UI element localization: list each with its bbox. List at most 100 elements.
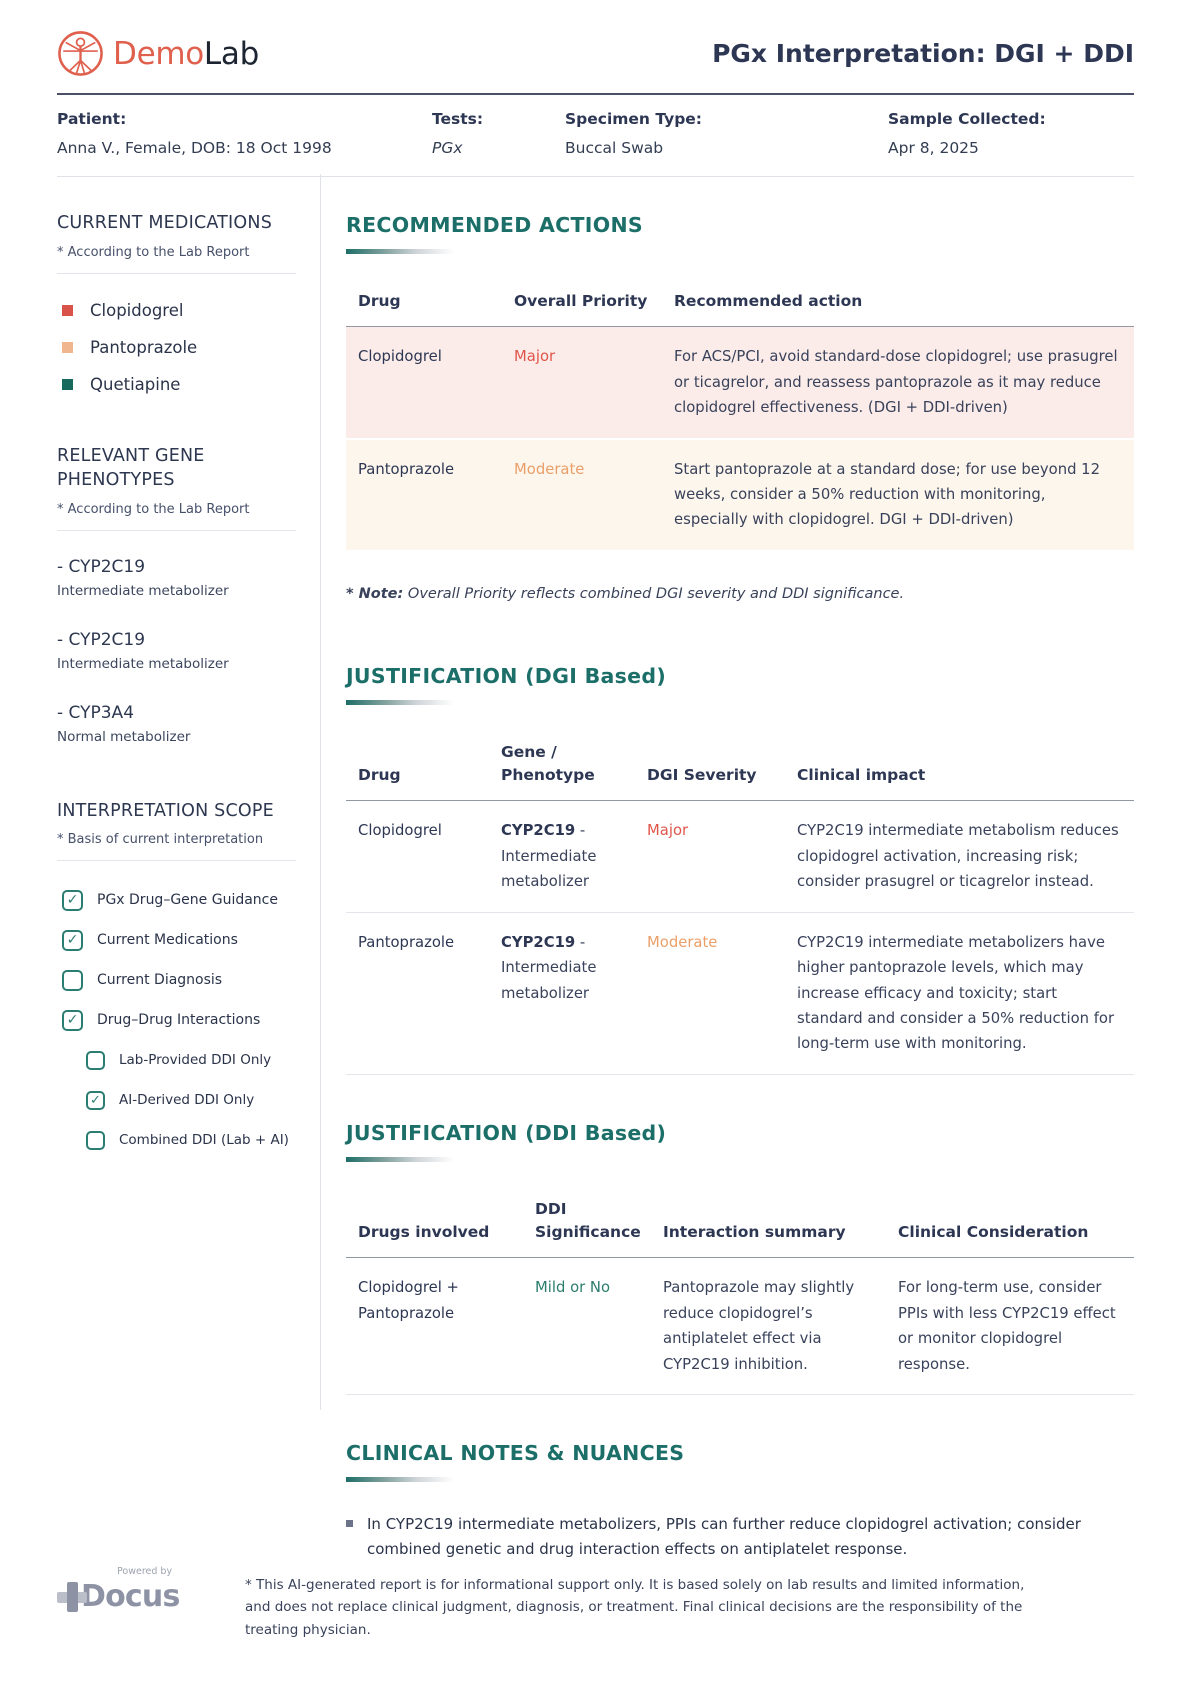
- gene-symbol: CYP2C19: [501, 933, 576, 951]
- column-header: DGI Severity: [635, 730, 785, 802]
- checkbox-icon[interactable]: [86, 1130, 105, 1150]
- clinical-notes-section: CLINICAL NOTES & NUANCES In CYP2C19 inte…: [346, 1441, 1134, 1562]
- vitruvian-man-icon: [58, 31, 103, 76]
- patient-info-block: Patient: Anna V., Female, DOB: 18 Oct 19…: [57, 110, 432, 157]
- interpretation-scope-title: INTERPRETATION SCOPE: [57, 800, 274, 821]
- current-medications-section: CURRENT MEDICATIONS * According to the L…: [57, 211, 320, 394]
- justification-ddi-table: Drugs involved DDI Significance Interact…: [346, 1187, 1134, 1396]
- checkbox-icon[interactable]: [62, 889, 83, 911]
- checkbox-icon[interactable]: [86, 1050, 105, 1070]
- tests-info-block: Tests: PGx: [432, 110, 565, 157]
- gene-phenotype: Normal metabolizer: [57, 728, 191, 745]
- main-content: RECOMMENDED ACTIONS Drug Overall Priorit…: [320, 177, 1134, 1562]
- gene-suffix: - Intermediate metabolizer: [501, 933, 597, 1002]
- checkbox-icon[interactable]: [62, 969, 83, 991]
- gene-name: - CYP2C19: [57, 556, 146, 577]
- priority-cell: Major: [514, 348, 556, 366]
- gene-symbol: CYP2C19: [501, 822, 576, 840]
- brand-name-primary: Demo: [113, 35, 204, 72]
- drug-cell: Pantoprazole: [346, 912, 489, 1075]
- medication-bullet-icon: [62, 341, 73, 353]
- demolab-logo: DemoLab: [57, 30, 259, 77]
- medication-bullet-icon: [62, 304, 73, 316]
- patient-label: Patient:: [57, 110, 127, 128]
- action-cell: Start pantoprazole at a standard dose; f…: [662, 437, 1134, 550]
- patient-value: Anna V., Female, DOB: 18 Oct 1998: [57, 139, 332, 157]
- table-header-row: Drugs involved DDI Significance Interact…: [346, 1187, 1134, 1259]
- column-header: DDI Significance: [523, 1187, 651, 1259]
- checkbox-label: PGx Drug–Gene Guidance: [97, 892, 278, 908]
- current-medications-title: CURRENT MEDICATIONS: [57, 213, 272, 233]
- table-header-row: Drug Gene / Phenotype DGI Severity Clini…: [346, 730, 1134, 802]
- recommended-actions-table: Drug Overall Priority Recommended action…: [346, 280, 1134, 550]
- table-row: Clopidogrel + Pantoprazole Mild or No Pa…: [346, 1257, 1134, 1396]
- report-header: DemoLab PGx Interpretation: DGI + DDI: [57, 0, 1134, 95]
- justification-ddi-section: JUSTIFICATION (DDI Based) Drugs involved…: [346, 1121, 1134, 1396]
- list-item: - CYP2C19 Intermediate metabolizer: [57, 557, 320, 599]
- divider: [57, 860, 296, 861]
- column-header: Clinical Consideration: [886, 1187, 1134, 1259]
- patient-info-strip: Patient: Anna V., Female, DOB: 18 Oct 19…: [57, 95, 1134, 177]
- consideration-cell: For long-term use, consider PPIs with le…: [886, 1257, 1134, 1396]
- gene-phenotypes-section: RELEVANT GENE PHENOTYPES * According to …: [57, 444, 320, 745]
- drugs-involved-cell: Clopidogrel + Pantoprazole: [346, 1257, 523, 1396]
- clinical-notes-title: CLINICAL NOTES & NUANCES: [346, 1441, 685, 1466]
- gene-phenotype: Intermediate metabolizer: [57, 582, 229, 599]
- scope-item-current-medications[interactable]: Current Medications: [57, 925, 320, 955]
- divider: [57, 529, 296, 531]
- specimen-value: Buccal Swab: [565, 139, 664, 157]
- checkbox-icon[interactable]: [86, 1090, 105, 1110]
- priority-cell: Moderate: [502, 437, 662, 550]
- clinical-notes-list: In CYP2C19 intermediate metabolizers, PP…: [346, 1512, 1134, 1562]
- priority-note: * Note: Overall Priority reflects combin…: [346, 586, 1134, 602]
- list-item: In CYP2C19 intermediate metabolizers, PP…: [346, 1512, 1134, 1562]
- scope-item-pgx-drug-gene-guidance[interactable]: PGx Drug–Gene Guidance: [57, 885, 320, 915]
- medication-name: Clopidogrel: [90, 300, 184, 320]
- column-header: Interaction summary: [651, 1187, 886, 1259]
- specimen-info-block: Specimen Type: Buccal Swab: [565, 110, 888, 157]
- justification-dgi-section: JUSTIFICATION (DGI Based) Drug Gene / Ph…: [346, 664, 1134, 1075]
- sidebar: CURRENT MEDICATIONS * According to the L…: [57, 177, 320, 1562]
- scope-item-drug-drug-interactions[interactable]: Drug–Drug Interactions: [57, 1005, 320, 1035]
- clinical-note-text: In CYP2C19 intermediate metabolizers, PP…: [367, 1515, 1081, 1558]
- gene-name: - CYP2C19: [57, 629, 146, 650]
- checkbox-icon[interactable]: [62, 1009, 83, 1031]
- tests-value: PGx: [432, 139, 463, 157]
- checkbox-icon[interactable]: [62, 929, 83, 951]
- bullet-icon: [346, 1520, 353, 1528]
- gene-phenotype-cell: CYP2C19 - Intermediate metabolizer: [489, 912, 635, 1075]
- table-header-row: Drug Overall Priority Recommended action: [346, 280, 1134, 328]
- scope-item-combined-ddi[interactable]: Combined DDI (Lab + AI): [57, 1125, 320, 1155]
- checkbox-label: Combined DDI (Lab + AI): [119, 1132, 289, 1148]
- checkbox-label: Current Medications: [97, 932, 238, 948]
- list-item: Pantoprazole: [62, 338, 320, 357]
- table-row: Pantoprazole CYP2C19 - Intermediate meta…: [346, 912, 1134, 1075]
- drug-cell: Pantoprazole: [346, 437, 502, 550]
- gene-phenotypes-title: RELEVANT GENE PHENOTYPES: [57, 445, 205, 491]
- drug-cell: Clopidogrel: [358, 348, 442, 366]
- column-header: Drug: [346, 280, 502, 328]
- powered-by-label: Powered by: [117, 1566, 173, 1577]
- docus-wordmark: Docus: [81, 1579, 180, 1614]
- gene-phenotype-cell: CYP2C19 - Intermediate metabolizer: [489, 800, 635, 913]
- docus-logo: Powered by Docus: [57, 1566, 209, 1614]
- section-underline: [346, 699, 454, 705]
- note-text: Overall Priority reflects combined DGI s…: [403, 585, 905, 602]
- medication-bullet-icon: [62, 378, 73, 390]
- summary-cell: Pantoprazole may slightly reduce clopido…: [651, 1257, 886, 1396]
- column-header: Recommended action: [662, 280, 1134, 328]
- page-title: PGx Interpretation: DGI + DDI: [712, 39, 1134, 68]
- scope-item-lab-provided-ddi-only[interactable]: Lab-Provided DDI Only: [57, 1045, 320, 1075]
- scope-checkbox-list: PGx Drug–Gene Guidance Current Medicatio…: [57, 885, 320, 1155]
- section-underline: [346, 249, 454, 254]
- significance-cell: Mild or No: [523, 1257, 651, 1396]
- scope-item-ai-derived-ddi-only[interactable]: AI-Derived DDI Only: [57, 1085, 320, 1115]
- column-header: Drugs involved: [346, 1187, 523, 1259]
- interpretation-scope-section: INTERPRETATION SCOPE * Basis of current …: [57, 799, 320, 1156]
- column-header: Drug: [346, 730, 489, 802]
- table-row: Clopidogrel CYP2C19 - Intermediate metab…: [346, 800, 1134, 913]
- collected-label: Sample Collected:: [888, 110, 1046, 128]
- column-header: Gene / Phenotype: [489, 730, 635, 802]
- scope-item-current-diagnosis[interactable]: Current Diagnosis: [57, 965, 320, 995]
- gene-suffix: - Intermediate metabolizer: [501, 822, 597, 891]
